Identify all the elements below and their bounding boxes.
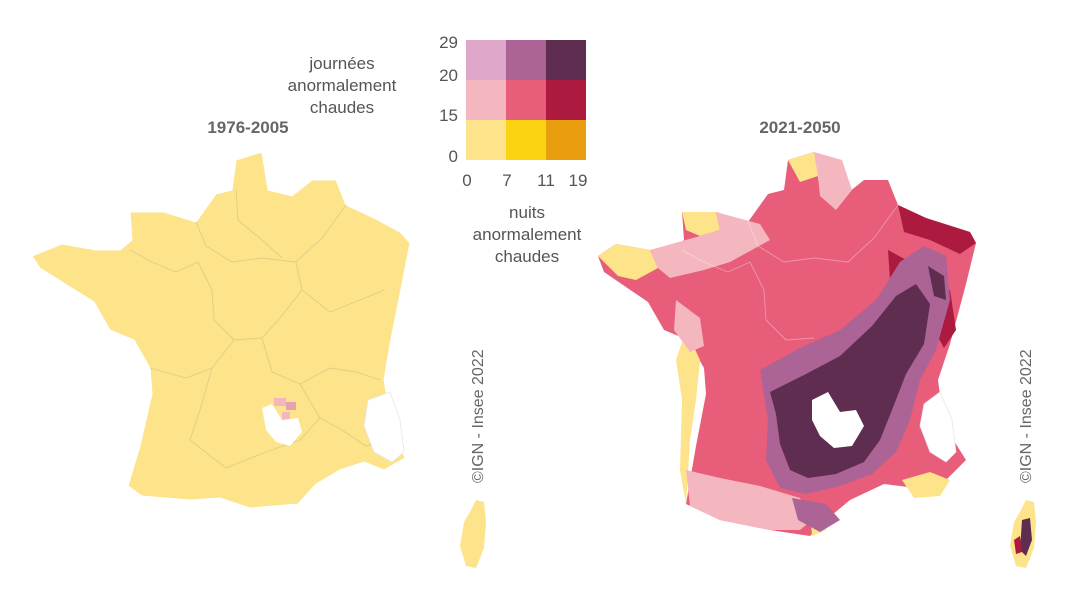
- map-title-1976-2005: 1976-2005: [207, 118, 289, 137]
- x-tick-19: 19: [568, 171, 588, 190]
- yellow-coast-2050: [598, 152, 950, 536]
- legend-cell-r0-c0: [466, 40, 506, 80]
- legend-cell-r1-c0: [466, 80, 506, 120]
- corsica-shape-2050: [1010, 500, 1036, 568]
- legend-cell-r2-c0: [466, 120, 506, 160]
- x-label-line-1: nuits: [509, 203, 545, 222]
- legend-cell-r1-c1: [506, 80, 546, 120]
- legend-cell-r2-c2: [546, 120, 586, 160]
- x-tick-11: 11: [537, 171, 555, 190]
- source-credit-left: ©IGN - Insee 2022: [470, 349, 487, 483]
- y-label-line-2: anormalement: [287, 76, 397, 95]
- france-mainland-shape-1976: [31, 151, 411, 509]
- white-gap-alps-1976: [363, 391, 405, 463]
- region-borders-2050: [681, 204, 899, 341]
- white-gap-alps-2050: [919, 391, 957, 463]
- white-gap-central-1976: [262, 404, 302, 446]
- legend-y-axis-label: journées anormalement chaudes: [284, 53, 400, 119]
- y-tick-0: 0: [448, 147, 458, 166]
- source-credit-right: ©IGN - Insee 2022: [1018, 349, 1035, 483]
- map-title-2021-2050: 2021-2050: [759, 118, 841, 137]
- corsica-shape-1976: [460, 500, 486, 568]
- x-label-line-2: anormalement: [472, 225, 582, 244]
- hot-days-spot-1976: [274, 398, 296, 420]
- x-tick-7: 7: [502, 171, 512, 190]
- white-gap-central-2050: [812, 392, 864, 448]
- y-tick-29: 29: [439, 33, 458, 52]
- y-tick-15: 15: [439, 106, 458, 125]
- legend-cell-r0-c1: [506, 40, 546, 80]
- x-tick-0: 0: [462, 171, 472, 190]
- legend-cell-r1-c2: [546, 80, 586, 120]
- legend-cell-r0-c2: [546, 40, 586, 80]
- legend-cell-r2-c1: [506, 120, 546, 160]
- dark-purple-zones-2050: [770, 266, 946, 478]
- light-pink-zones-2050: [650, 152, 852, 530]
- legend-x-axis-label: nuits anormalement chaudes: [452, 202, 602, 268]
- y-tick-20: 20: [439, 66, 458, 85]
- y-label-line-3: chaudes: [309, 98, 375, 117]
- y-label-line-1: journées: [309, 54, 375, 73]
- x-label-line-3: chaudes: [494, 247, 560, 266]
